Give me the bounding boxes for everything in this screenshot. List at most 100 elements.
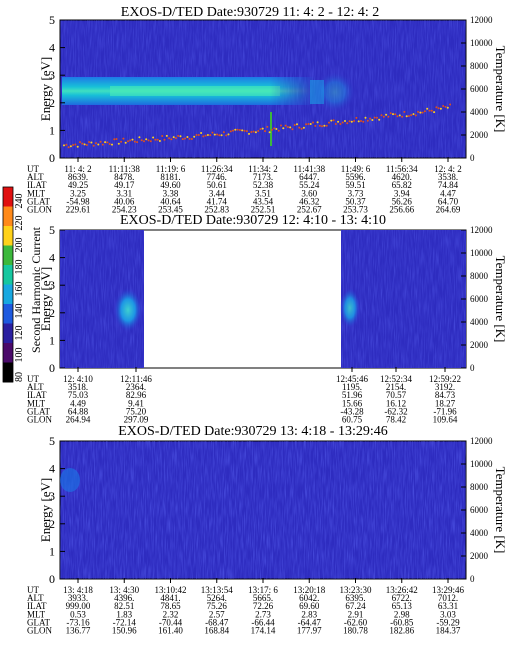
row-label: MLT xyxy=(27,398,46,408)
cell-value: 0.53 xyxy=(70,609,86,619)
temperature-point xyxy=(407,115,410,117)
temperature-point xyxy=(216,133,219,136)
temperature-point xyxy=(392,113,394,116)
temperature-point xyxy=(266,125,269,128)
cell-value: 51.96 xyxy=(342,390,363,400)
temperature-point xyxy=(161,135,164,137)
temperature-point xyxy=(211,131,214,134)
temperature-point xyxy=(168,137,171,140)
colorbar-swatch xyxy=(3,187,13,207)
y-tick-label: 4 xyxy=(49,41,55,55)
temperature-point xyxy=(449,103,452,106)
cell-value: 50.61 xyxy=(207,180,227,190)
temperature-point xyxy=(177,134,180,137)
temperature-point xyxy=(85,144,88,146)
temperature-point xyxy=(341,121,344,124)
temperature-point xyxy=(382,115,385,118)
y-tick-label: 2 xyxy=(49,306,55,320)
temperature-point xyxy=(145,138,148,141)
cell-value: 2.57 xyxy=(209,609,225,619)
temperature-point xyxy=(165,134,168,137)
temperature-point xyxy=(63,144,65,147)
cell-value: -70.44 xyxy=(159,617,183,627)
panel-1-temperature-trace xyxy=(63,103,452,149)
temperature-point xyxy=(156,138,159,141)
cell-value: 1195. xyxy=(342,382,362,392)
row-label: ALT xyxy=(27,382,44,392)
cell-value: 13: 4:30 xyxy=(109,585,139,595)
temperature-point xyxy=(369,117,372,120)
temperature-point xyxy=(364,116,367,119)
temperature-point xyxy=(296,123,298,126)
cell-value: 7012. xyxy=(438,593,458,603)
row-label: GLON xyxy=(27,205,52,215)
temperature-point xyxy=(298,126,301,129)
cell-value: 6447. xyxy=(299,172,319,182)
cell-value: 174.14 xyxy=(251,626,276,636)
cell-value: 40.64 xyxy=(160,196,181,206)
colorbar-swatch xyxy=(3,226,13,246)
temperature-point xyxy=(442,105,445,107)
temperature-point xyxy=(120,140,123,143)
cell-value: 136.77 xyxy=(66,626,91,636)
temperature-point xyxy=(101,143,104,146)
cell-value: 75.03 xyxy=(68,390,89,400)
temperature-point xyxy=(113,138,116,141)
temperature-point xyxy=(152,136,155,139)
temperature-point xyxy=(430,109,433,112)
y-tick-label: 3 xyxy=(49,278,55,292)
cell-value: -43.28 xyxy=(340,406,364,416)
cell-value: 5665. xyxy=(253,593,273,603)
panel-1-y-label: Energy [eV] xyxy=(38,57,53,121)
temperature-point xyxy=(348,120,351,123)
temperature-point xyxy=(289,126,292,129)
cell-value: 11:41:38 xyxy=(293,164,325,174)
panel-2-y2-label: Temperature [K] xyxy=(493,256,505,343)
temperature-point xyxy=(197,134,200,136)
temperature-point xyxy=(252,130,255,133)
panel-3-y-label: Energy [eV] xyxy=(38,478,53,542)
temperature-point xyxy=(193,135,196,138)
cell-value: 11:49: 6 xyxy=(341,164,371,174)
temperature-point xyxy=(186,136,189,138)
temperature-point xyxy=(286,126,289,128)
cell-value: 3.03 xyxy=(440,609,456,619)
temperature-point xyxy=(273,127,276,130)
temperature-point xyxy=(136,141,139,144)
temperature-point xyxy=(277,129,280,132)
y2-tick-label: 10000 xyxy=(470,38,493,48)
cell-value: 75.20 xyxy=(126,406,147,416)
temperature-point xyxy=(376,116,378,119)
cell-value: -59.29 xyxy=(436,617,460,627)
temperature-point xyxy=(357,120,360,123)
temperature-point xyxy=(403,110,406,113)
temperature-point xyxy=(328,121,330,124)
temperature-point xyxy=(291,128,294,131)
cell-value: 4620. xyxy=(392,172,412,182)
temperature-point xyxy=(417,110,420,113)
cell-value: -54.98 xyxy=(66,196,90,206)
temperature-point xyxy=(163,138,166,141)
y2-tick-label: 8000 xyxy=(470,271,489,281)
temperature-point xyxy=(124,141,127,144)
cell-value: 253.73 xyxy=(343,205,368,215)
panel-1: EXOS-D/TED Date:930729 11: 4: 2 - 12: 4:… xyxy=(27,5,505,215)
cell-value: 264.69 xyxy=(436,205,461,215)
temperature-point xyxy=(172,136,175,139)
y-tick-label: 1 xyxy=(49,333,55,347)
temperature-point xyxy=(127,140,129,143)
y2-tick-label: 8000 xyxy=(470,482,489,492)
cell-value: 4841. xyxy=(160,593,180,603)
temperature-point xyxy=(314,124,317,127)
cell-value: -68.47 xyxy=(205,617,229,627)
cell-value: 11:26:34 xyxy=(201,164,233,174)
temperature-point xyxy=(90,141,93,144)
cell-value: 75.26 xyxy=(207,601,228,611)
temperature-point xyxy=(69,145,72,148)
cell-value: 52.38 xyxy=(253,180,274,190)
colorbar-tick-label: 160 xyxy=(14,282,25,297)
cell-value: 3538. xyxy=(438,172,458,182)
panel-3-y2-axis: 0 2000 4000 6000 8000 10000 12000 xyxy=(461,436,493,584)
